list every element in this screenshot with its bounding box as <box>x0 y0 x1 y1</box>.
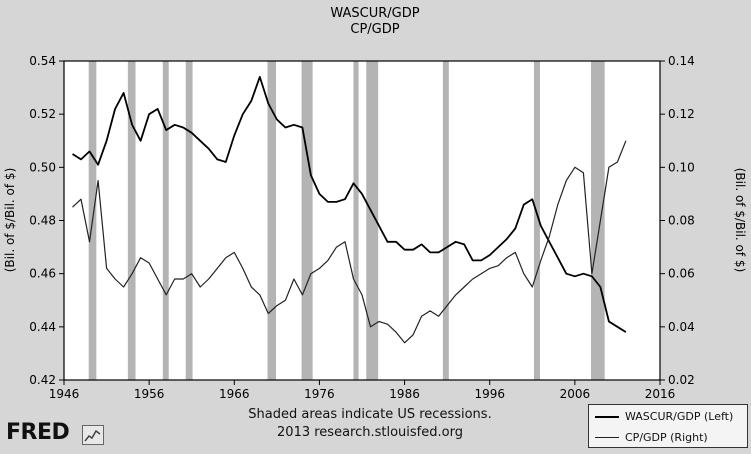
legend-item-left: WASCUR/GDP (Left) <box>589 408 747 426</box>
plot-area <box>63 60 661 381</box>
legend-label-left: WASCUR/GDP (Left) <box>625 410 734 423</box>
fred-logo[interactable]: FRED <box>6 420 70 445</box>
recession-band-6 <box>353 61 359 380</box>
y-left-tick-label: 0.50 <box>29 160 56 174</box>
legend-swatch-left <box>595 416 619 418</box>
x-tick-label: 2006 <box>560 387 591 401</box>
x-tick-label: 1976 <box>304 387 335 401</box>
legend-item-right: CP/GDP (Right) <box>589 429 747 447</box>
chart-title: WASCUR/GDP <box>330 6 419 21</box>
y-left-tick-label: 0.52 <box>29 107 56 121</box>
fred-chart-icon <box>82 425 104 445</box>
x-tick-label: 1956 <box>134 387 165 401</box>
x-tick-label: 1986 <box>389 387 420 401</box>
y-left-tick-label: 0.54 <box>29 54 56 68</box>
series-line-wascur-gdp <box>72 76 627 333</box>
series-layer <box>72 76 627 344</box>
x-tick-label: 2016 <box>645 387 676 401</box>
y-left-tick-label: 0.44 <box>29 320 56 334</box>
legend: WASCUR/GDP (Left) CP/GDP (Right) <box>588 404 748 448</box>
y-right-tick-label: 0.10 <box>668 160 695 174</box>
legend-swatch-right <box>595 437 619 438</box>
chart-subtitle: CP/GDP <box>350 22 399 37</box>
recession-band-7 <box>366 61 379 380</box>
recession-band-8 <box>442 61 449 380</box>
y-left-tick-label: 0.46 <box>29 267 56 281</box>
y-axis-label-right: (Bil. of $/Bil. of $) <box>733 168 747 273</box>
recession-band-4 <box>267 61 277 380</box>
y-axis-label-left: (Bil. of $/Bil. of $) <box>3 168 17 273</box>
recession-band-3 <box>185 61 193 380</box>
y-right-tick-label: 0.14 <box>668 54 695 68</box>
y-right-tick-label: 0.02 <box>668 373 695 387</box>
tick-layer: 1946 1956 1966 1976 1986 1996 2006 2016 0.42 0.44… <box>29 54 694 401</box>
recession-band-2 <box>162 61 169 380</box>
recession-band-10 <box>591 61 605 380</box>
recession-band-9 <box>533 61 540 380</box>
source-note: 2013 research.stlouisfed.org <box>277 425 463 440</box>
x-tick-label: 1996 <box>474 387 505 401</box>
y-right-tick-label: 0.08 <box>668 214 695 228</box>
y-left-tick-label: 0.42 <box>29 373 56 387</box>
legend-label-right: CP/GDP (Right) <box>625 431 708 444</box>
x-tick-label: 1966 <box>219 387 250 401</box>
recession-band-1 <box>127 61 136 380</box>
y-right-tick-label: 0.06 <box>668 267 695 281</box>
y-left-tick-label: 0.48 <box>29 214 56 228</box>
x-tick-label: 1946 <box>49 387 80 401</box>
recession-note: Shaded areas indicate US recessions. <box>248 407 492 422</box>
series-line-cp-gdp <box>72 140 627 344</box>
y-right-tick-label: 0.04 <box>668 320 695 334</box>
recession-band-5 <box>301 61 313 380</box>
y-right-tick-label: 0.12 <box>668 107 695 121</box>
